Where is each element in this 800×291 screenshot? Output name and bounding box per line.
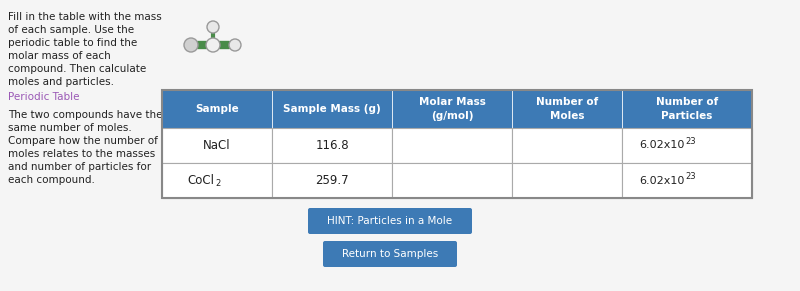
Text: NaCl: NaCl <box>203 139 231 152</box>
FancyBboxPatch shape <box>512 163 622 198</box>
FancyBboxPatch shape <box>272 163 392 198</box>
FancyBboxPatch shape <box>512 90 622 128</box>
Text: Periodic Table: Periodic Table <box>8 92 79 102</box>
Text: 6.02x10: 6.02x10 <box>640 141 685 150</box>
Circle shape <box>184 38 198 52</box>
Text: CoCl: CoCl <box>187 174 214 187</box>
FancyBboxPatch shape <box>162 90 272 128</box>
FancyBboxPatch shape <box>162 128 272 163</box>
Text: of each sample. Use the: of each sample. Use the <box>8 25 134 35</box>
Text: molar mass of each: molar mass of each <box>8 51 110 61</box>
FancyBboxPatch shape <box>512 128 622 163</box>
Text: moles relates to the masses: moles relates to the masses <box>8 149 155 159</box>
FancyBboxPatch shape <box>392 128 512 163</box>
Text: each compound.: each compound. <box>8 175 95 185</box>
FancyBboxPatch shape <box>392 90 512 128</box>
FancyBboxPatch shape <box>272 128 392 163</box>
Circle shape <box>207 21 219 33</box>
Text: and number of particles for: and number of particles for <box>8 162 151 172</box>
Text: 23: 23 <box>685 137 696 146</box>
FancyBboxPatch shape <box>622 163 752 198</box>
Text: Number of
Moles: Number of Moles <box>536 97 598 120</box>
FancyBboxPatch shape <box>272 90 392 128</box>
FancyBboxPatch shape <box>622 128 752 163</box>
Text: periodic table to find the: periodic table to find the <box>8 38 138 48</box>
Text: HINT: Particles in a Mole: HINT: Particles in a Mole <box>327 216 453 226</box>
Text: Compare how the number of: Compare how the number of <box>8 136 158 146</box>
FancyBboxPatch shape <box>323 241 457 267</box>
Text: 6.02x10: 6.02x10 <box>640 175 685 185</box>
Text: 116.8: 116.8 <box>315 139 349 152</box>
Text: Fill in the table with the mass: Fill in the table with the mass <box>8 12 162 22</box>
FancyBboxPatch shape <box>162 163 272 198</box>
Text: 23: 23 <box>685 172 696 181</box>
Circle shape <box>206 38 220 52</box>
FancyBboxPatch shape <box>392 163 512 198</box>
Text: Sample Mass (g): Sample Mass (g) <box>283 104 381 114</box>
Text: Molar Mass
(g/mol): Molar Mass (g/mol) <box>418 97 486 120</box>
Text: 259.7: 259.7 <box>315 174 349 187</box>
Text: The two compounds have the: The two compounds have the <box>8 110 162 120</box>
Circle shape <box>229 39 241 51</box>
Text: moles and particles.: moles and particles. <box>8 77 114 87</box>
Text: compound. Then calculate: compound. Then calculate <box>8 64 146 74</box>
Text: 2: 2 <box>215 179 220 188</box>
Text: Sample: Sample <box>195 104 239 114</box>
FancyBboxPatch shape <box>308 208 472 234</box>
Text: Return to Samples: Return to Samples <box>342 249 438 259</box>
Text: Number of
Particles: Number of Particles <box>656 97 718 120</box>
Text: same number of moles.: same number of moles. <box>8 123 132 133</box>
FancyBboxPatch shape <box>622 90 752 128</box>
